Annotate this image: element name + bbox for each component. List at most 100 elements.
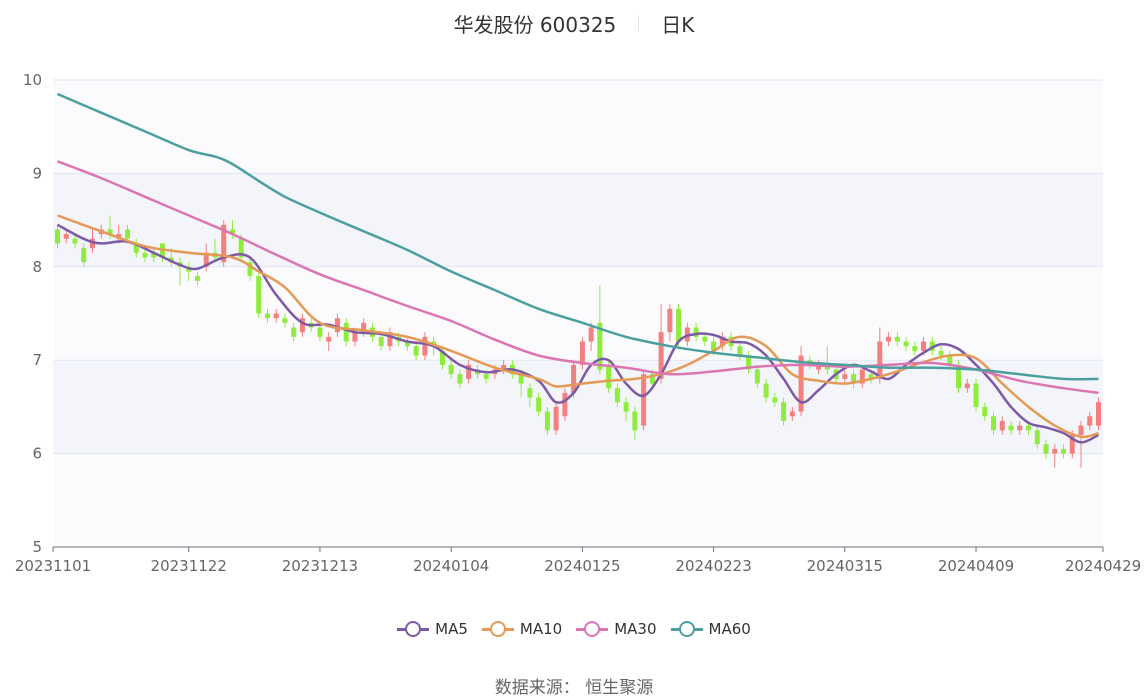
band-6 bbox=[53, 360, 1103, 454]
line-ma60 bbox=[57, 92, 1099, 381]
line-ma30 bbox=[57, 160, 1099, 395]
candle bbox=[229, 220, 235, 239]
candle-body bbox=[203, 252, 209, 267]
band-7 bbox=[53, 266, 1103, 361]
candle-body bbox=[439, 350, 445, 365]
candle-body bbox=[886, 336, 892, 342]
candle-body bbox=[413, 346, 419, 356]
candle bbox=[273, 308, 279, 323]
background-bands bbox=[53, 80, 1103, 547]
data-source: 数据来源： 恒生聚源 bbox=[494, 678, 654, 698]
candle-body bbox=[1017, 425, 1023, 431]
legend: MA5 MA10 MA30 MA60 bbox=[0, 620, 1148, 638]
candle-body bbox=[1069, 434, 1075, 454]
candle bbox=[991, 411, 997, 435]
candle bbox=[264, 308, 270, 323]
y-tick-label: 5 bbox=[32, 538, 42, 556]
candle bbox=[982, 402, 988, 421]
candle-body bbox=[982, 406, 988, 417]
candle-body bbox=[614, 388, 620, 403]
title-divider bbox=[638, 15, 640, 31]
candle bbox=[72, 234, 78, 249]
x-tick-label: 20240223 bbox=[675, 557, 751, 575]
band-5 bbox=[53, 453, 1103, 547]
candle-body bbox=[124, 229, 130, 239]
candle bbox=[754, 364, 760, 389]
candle-body bbox=[658, 332, 664, 379]
candle bbox=[894, 332, 900, 347]
candle-body bbox=[641, 374, 647, 426]
candle-body bbox=[536, 397, 542, 412]
y-tick-label: 9 bbox=[32, 164, 42, 182]
candle bbox=[448, 360, 454, 379]
candle-body bbox=[693, 327, 699, 337]
candle-body bbox=[842, 374, 848, 379]
candle bbox=[1087, 411, 1093, 431]
chart-title: 华发股份 600325 日K bbox=[0, 8, 1148, 38]
legend-label: MA60 bbox=[708, 620, 751, 638]
candle-body bbox=[1008, 425, 1014, 431]
candle bbox=[632, 406, 638, 440]
candle-body bbox=[579, 341, 585, 365]
candle bbox=[1043, 439, 1049, 459]
candle bbox=[693, 322, 699, 342]
candle-body bbox=[999, 420, 1005, 431]
candle bbox=[641, 369, 647, 431]
candle-body bbox=[964, 383, 970, 389]
candle bbox=[334, 313, 340, 337]
candle bbox=[553, 402, 559, 435]
candle bbox=[457, 369, 463, 389]
x-tick-label: 20240429 bbox=[1065, 557, 1141, 575]
candle bbox=[789, 406, 795, 421]
candle bbox=[667, 304, 673, 342]
candle bbox=[439, 346, 445, 370]
candle-body bbox=[702, 336, 708, 342]
candle-body bbox=[518, 374, 524, 384]
candle-body bbox=[816, 364, 822, 370]
stock-name-code: 华发股份 600325 bbox=[453, 12, 617, 37]
candle-body bbox=[903, 341, 909, 347]
candle bbox=[746, 350, 752, 375]
candle bbox=[903, 336, 909, 351]
candle bbox=[501, 360, 507, 375]
candle bbox=[256, 271, 262, 319]
candle bbox=[1034, 425, 1040, 449]
candle-body bbox=[763, 383, 769, 398]
candle-body bbox=[1096, 402, 1101, 426]
candle-body bbox=[142, 252, 148, 258]
candle-body bbox=[1061, 448, 1067, 454]
candle bbox=[859, 364, 865, 389]
legend-item-ma10[interactable]: MA10 bbox=[481, 620, 562, 638]
candle-body bbox=[72, 238, 78, 244]
candle bbox=[291, 322, 297, 342]
x-tick-label: 20240125 bbox=[544, 557, 620, 575]
axes: 5 6 7 8 9 10 20231101 20231122 20231213 20240104 2… bbox=[15, 71, 1141, 575]
candle bbox=[1052, 444, 1058, 468]
candle-body bbox=[859, 369, 865, 384]
candle-body bbox=[947, 355, 953, 365]
candle-body bbox=[868, 374, 874, 379]
candle-body bbox=[151, 252, 157, 258]
candle-body bbox=[772, 397, 778, 403]
candle bbox=[772, 392, 778, 407]
candle-body bbox=[737, 346, 743, 356]
candle-body bbox=[501, 364, 507, 370]
legend-item-ma5[interactable]: MA5 bbox=[397, 620, 468, 638]
candle-body bbox=[378, 336, 384, 347]
legend-item-ma60[interactable]: MA60 bbox=[670, 620, 751, 638]
candle bbox=[1017, 420, 1023, 435]
candle-body bbox=[562, 392, 568, 417]
candle-body bbox=[299, 318, 305, 333]
candle bbox=[588, 322, 594, 351]
candle bbox=[404, 336, 410, 351]
candle-body bbox=[229, 229, 235, 235]
candle-body bbox=[851, 374, 857, 384]
candle-body bbox=[973, 383, 979, 407]
band-8 bbox=[53, 173, 1103, 267]
candle bbox=[999, 416, 1005, 435]
legend-item-ma30[interactable]: MA30 bbox=[576, 620, 657, 638]
candle bbox=[221, 220, 227, 267]
candle-body bbox=[334, 318, 340, 333]
x-tick-label: 20240315 bbox=[807, 557, 883, 575]
